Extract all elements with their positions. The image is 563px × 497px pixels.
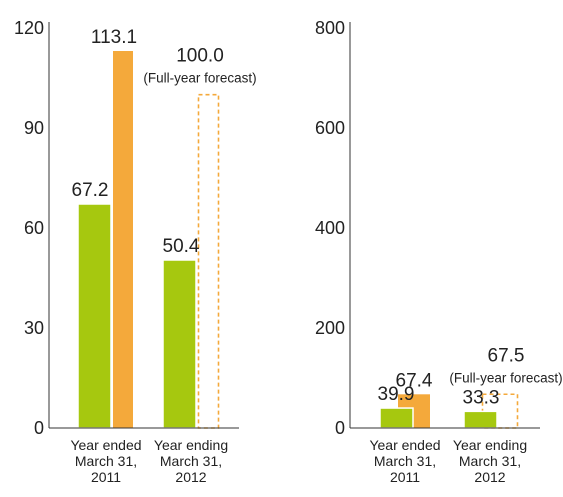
- bar-first-half: [463, 410, 498, 429]
- y-tick-label: 120: [14, 18, 44, 38]
- y-tick-label: 200: [315, 318, 345, 338]
- bar-first-half: [379, 407, 414, 429]
- x-category-label: March 31,: [459, 453, 521, 469]
- x-category-label: 2011: [91, 469, 121, 485]
- forecast-note: (Full-year forecast): [449, 370, 562, 385]
- x-category-label: March 31,: [374, 453, 436, 469]
- data-label-first-half: 39.9: [378, 384, 415, 405]
- y-tick-label: 90: [24, 118, 44, 138]
- data-label-full-year: 113.1: [91, 27, 137, 48]
- x-category-label: Year ended: [70, 437, 141, 453]
- bar-full-year: [113, 51, 133, 428]
- chart-2: 0 200 400 600 800 39.9 33.3 67.4 67.5 (Full-year …: [315, 18, 563, 485]
- x-category-label: March 31,: [160, 453, 222, 469]
- data-label-first-half: 67.2: [72, 180, 109, 201]
- x-category-label: Year ended: [369, 437, 440, 453]
- bar-full-year-forecast: [197, 93, 220, 429]
- x-category-label: March 31,: [75, 453, 137, 469]
- data-label-full-year: 67.4: [396, 370, 433, 391]
- y-tick-label: 60: [24, 218, 44, 238]
- forecast-note: (Full-year forecast): [143, 71, 256, 86]
- bar-first-half: [162, 259, 197, 429]
- x-category-label: 2012: [175, 469, 206, 485]
- x-category-label: Year ending: [453, 437, 527, 453]
- x-category-label: Year ending: [154, 437, 228, 453]
- bar-first-half: [77, 203, 112, 429]
- data-label-full-year-forecast: 67.5: [488, 345, 525, 366]
- y-tick-label: 400: [315, 218, 345, 238]
- chart-1: 0 30 60 90 120 67.2 50.4 113.1 100.0 (Full-year f…: [14, 18, 257, 485]
- x-category-label: 2012: [474, 469, 505, 485]
- y-tick-label: 0: [335, 418, 345, 438]
- data-label-full-year-forecast: 100.0: [176, 46, 224, 67]
- y-tick-label: 800: [315, 18, 345, 38]
- y-tick-label: 600: [315, 118, 345, 138]
- data-label-first-half: 33.3: [463, 387, 500, 408]
- y-tick-label: 30: [24, 318, 44, 338]
- x-category-label: 2011: [390, 469, 420, 485]
- y-tick-label: 0: [34, 418, 44, 438]
- data-label-first-half: 50.4: [163, 236, 200, 257]
